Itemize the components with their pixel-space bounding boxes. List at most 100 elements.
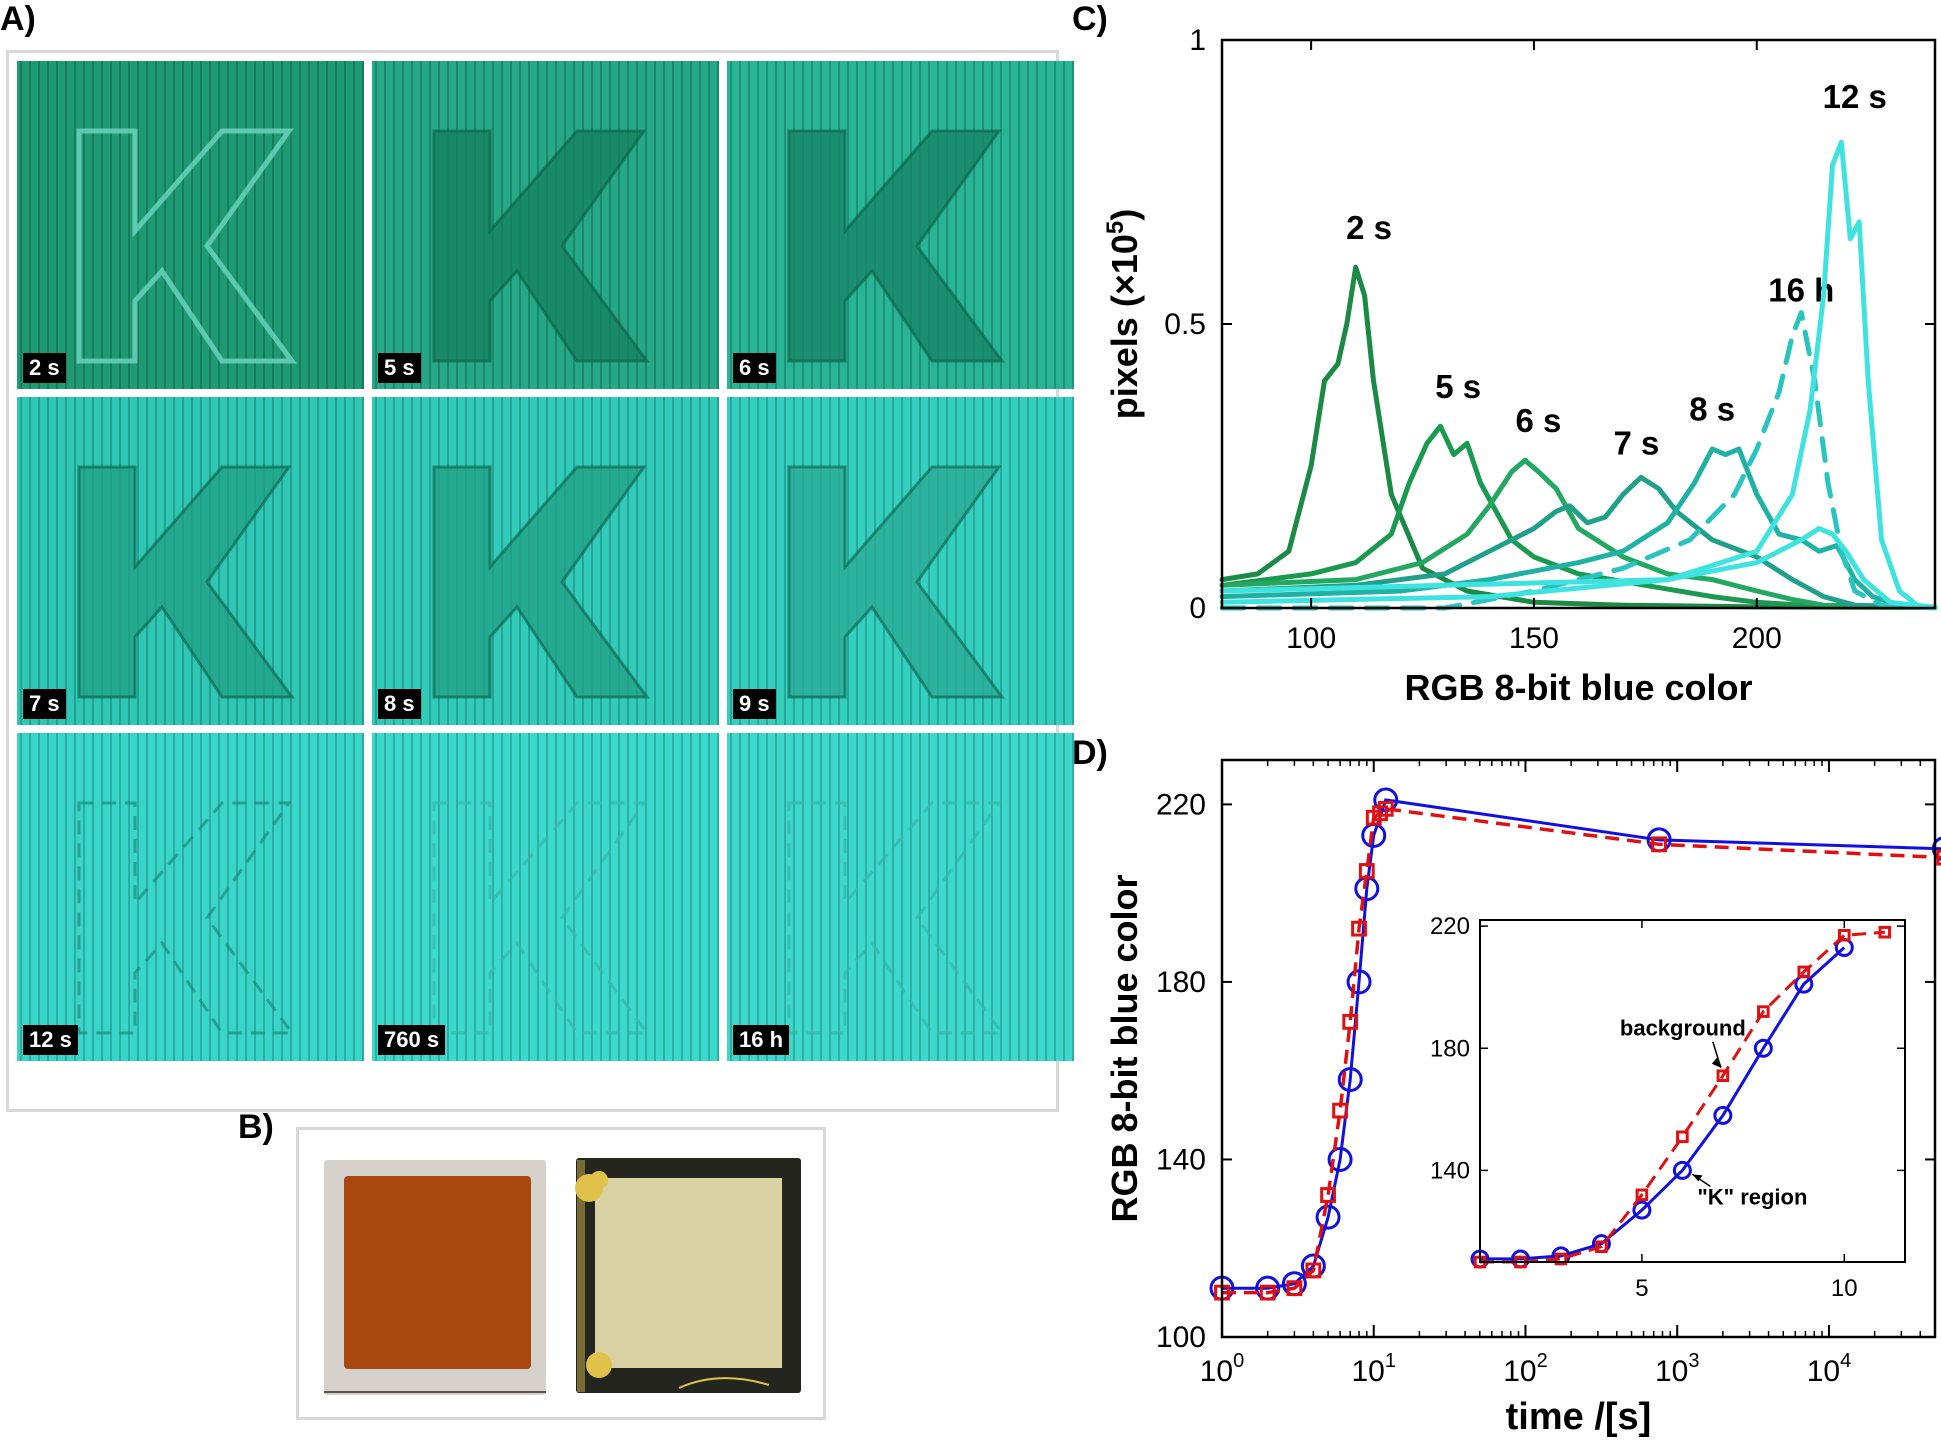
inset-y-tick-label: 220 <box>1430 913 1470 940</box>
data-point <box>1346 969 1372 995</box>
series-line <box>1222 798 1941 1290</box>
y-tick-label: 100 <box>1156 1321 1206 1354</box>
tile-graphic <box>375 733 719 1061</box>
data-point <box>1342 1013 1359 1030</box>
x-tick-label: 101 <box>1351 1350 1396 1388</box>
data-point <box>1931 836 1941 861</box>
inset-frame <box>1479 919 1906 1263</box>
image-tile: 9 s <box>727 397 1074 725</box>
series-line <box>1480 930 1885 1264</box>
data-point <box>1286 1280 1303 1297</box>
image-tile: 2 s <box>17 61 364 389</box>
y-tick-label: 1 <box>1189 24 1206 57</box>
data-point <box>1332 1102 1348 1119</box>
x-axis-label: RGB 8-bit blue color <box>1404 667 1752 708</box>
panel-label-b: B) <box>238 1108 274 1146</box>
series-line <box>1219 457 1938 610</box>
x-tick-label: 100 <box>1200 1350 1245 1388</box>
data-point <box>1595 1240 1608 1254</box>
data-point <box>1672 1160 1692 1180</box>
inset-x-tick-label: 5 <box>1635 1275 1648 1302</box>
data-point <box>1351 920 1367 937</box>
tile-time-label: 7 s <box>23 689 66 719</box>
data-point <box>1716 1069 1730 1083</box>
y-axis-label: RGB 8-bit blue color <box>1104 874 1145 1222</box>
annotation-arrowhead <box>1692 1174 1703 1182</box>
data-point <box>1837 928 1851 942</box>
data-point <box>1651 836 1668 853</box>
inset-y-tick-label: 180 <box>1430 1035 1470 1062</box>
y-tick-label: 180 <box>1156 966 1206 999</box>
data-point <box>1305 1262 1322 1279</box>
annotation-background: background <box>1620 1016 1746 1041</box>
tile-graphic <box>375 397 719 725</box>
data-point <box>1797 965 1811 979</box>
inset-y-tick-label: 140 <box>1430 1157 1470 1184</box>
image-tile: 12 s <box>17 733 364 1061</box>
tile-graphic <box>730 397 1074 725</box>
y-tick-label: 0.5 <box>1164 308 1206 341</box>
orange-film-photo <box>324 1160 546 1395</box>
x-tick-label: 104 <box>1807 1350 1852 1388</box>
data-point <box>1936 849 1941 866</box>
image-tile: 760 s <box>372 733 719 1061</box>
series-label: 5 s <box>1435 368 1481 405</box>
series-label: 8 s <box>1689 391 1735 428</box>
x-tick-label: 103 <box>1655 1350 1700 1388</box>
tile-time-label: 6 s <box>733 353 776 383</box>
data-point <box>1320 1187 1336 1203</box>
series-line <box>1219 139 1938 610</box>
x-tick-label: 100 <box>1286 622 1336 655</box>
data-point <box>1753 1038 1773 1058</box>
tile-graphic <box>375 61 719 389</box>
series-label: 7 s <box>1613 425 1659 462</box>
y-axis-label: pixels (×105) <box>1102 209 1145 419</box>
data-point <box>1676 1130 1689 1144</box>
tile-graphic <box>20 397 364 725</box>
image-tile: 5 s <box>372 61 719 389</box>
tile-time-label: 16 h <box>733 1025 790 1055</box>
tile-graphic <box>20 733 364 1061</box>
series-line <box>1480 946 1846 1261</box>
inset-x-tick-label: 10 <box>1831 1275 1858 1302</box>
panel-label-c: C) <box>1072 0 1108 38</box>
data-point <box>1635 1188 1649 1202</box>
x-tick-label: 150 <box>1509 622 1559 655</box>
tile-time-label: 5 s <box>378 353 421 383</box>
tile-time-label: 2 s <box>23 353 66 383</box>
data-point <box>1358 863 1375 879</box>
y-tick-label: 220 <box>1156 788 1206 821</box>
bleached-film-photo <box>575 1158 801 1393</box>
image-tile: 16 h <box>727 733 1074 1061</box>
time-evolution-chart: 100 101 102 103 104 100 140 180 220 time /[s] RGB … <box>1104 758 1941 1438</box>
panel-label-d: D) <box>1072 734 1108 772</box>
series-line <box>1222 806 1941 1295</box>
annotation-arrow <box>1712 1041 1722 1068</box>
plot-frame <box>1220 758 1937 1339</box>
data-point <box>1327 1146 1353 1172</box>
x-axis-label: time /[s] <box>1506 1396 1652 1438</box>
data-point <box>1878 925 1892 939</box>
tile-time-label: 760 s <box>378 1025 446 1055</box>
tile-time-label: 9 s <box>733 689 776 719</box>
sample-photos <box>296 1127 826 1420</box>
x-tick-label: 200 <box>1732 622 1782 655</box>
tile-time-label: 12 s <box>23 1025 78 1055</box>
inset-background <box>1480 920 1905 1262</box>
data-point <box>1757 1005 1770 1018</box>
image-tile: 8 s <box>372 397 719 725</box>
image-tile: 7 s <box>17 397 364 725</box>
image-grid: 2 s 5 s 6 s 7 s 8 s 9 s 12 s 760 s 16 h <box>6 50 1074 1112</box>
series-label: 2 s <box>1346 209 1392 246</box>
data-point <box>1713 1105 1733 1125</box>
tile-graphic <box>20 61 364 389</box>
data-point <box>1377 800 1394 817</box>
series-label: 6 s <box>1515 402 1561 439</box>
y-tick-label: 0 <box>1189 592 1206 625</box>
panel-label-a: A) <box>0 0 36 38</box>
series-line <box>1219 264 1938 610</box>
annotation-arrowhead <box>1711 1057 1721 1068</box>
series-line <box>1219 310 1938 611</box>
data-point <box>1632 1200 1652 1220</box>
